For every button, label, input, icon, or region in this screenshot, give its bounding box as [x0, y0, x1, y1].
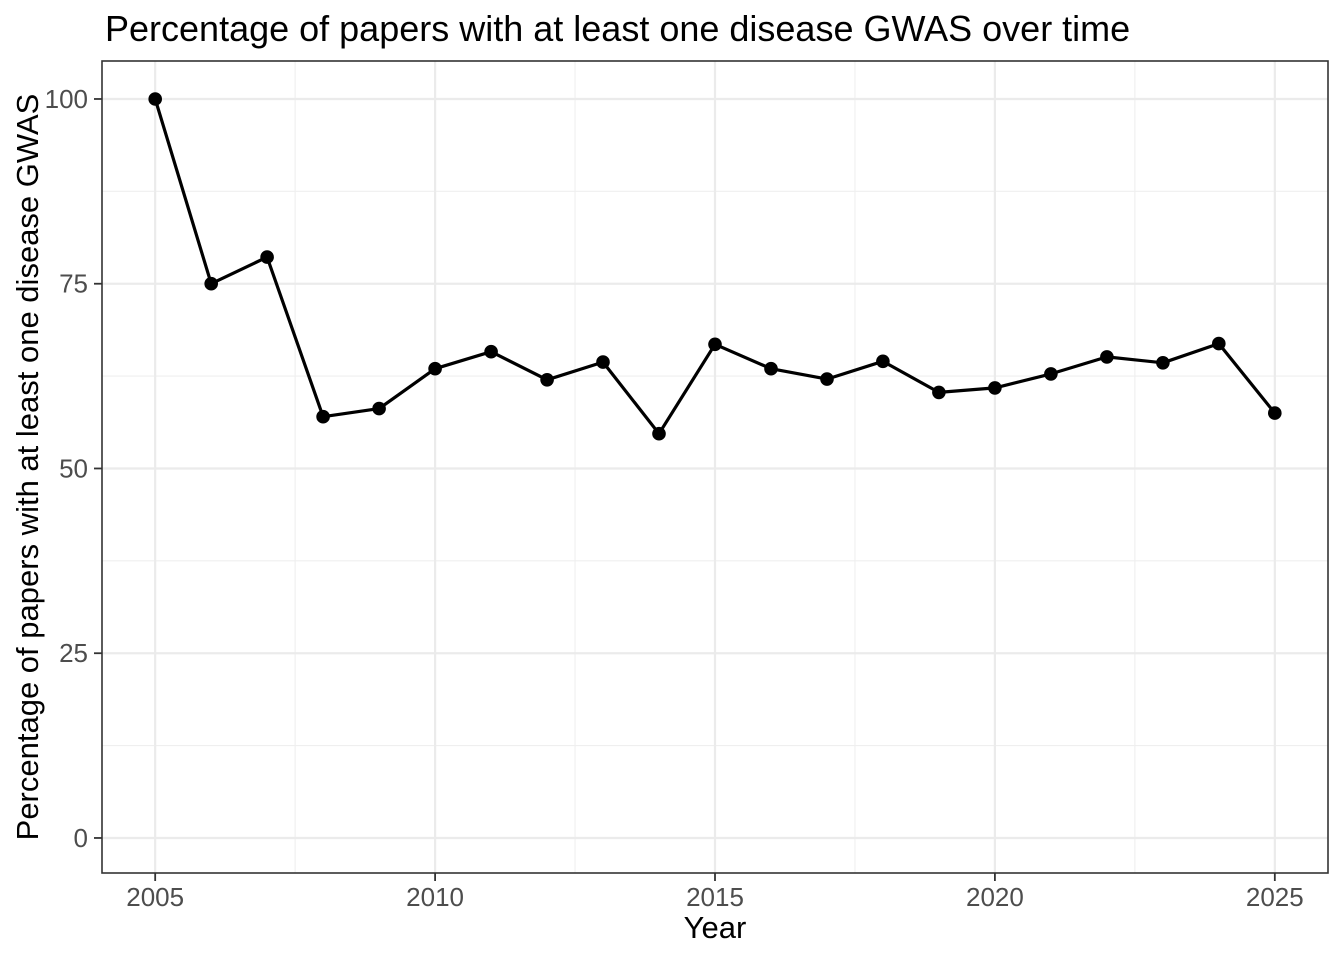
data-point	[932, 385, 946, 400]
data-point	[316, 409, 330, 424]
y-tick-label: 75	[59, 269, 88, 299]
data-point	[148, 92, 162, 106]
x-axis-tick-labels: 2005 2010 2015 2020 2025	[126, 882, 1303, 912]
y-axis-tick-labels: 0 25 50 75 100	[45, 84, 88, 853]
data-point	[484, 344, 498, 359]
data-point	[596, 355, 610, 369]
y-tick-label: 0	[74, 823, 88, 853]
data-point	[372, 401, 386, 416]
data-point	[204, 276, 218, 291]
x-tick-label: 2010	[406, 882, 464, 912]
gridlines-major	[102, 61, 1328, 873]
series-points	[148, 92, 1282, 441]
data-point	[1268, 406, 1282, 420]
x-tick-label: 2025	[1246, 882, 1304, 912]
data-point	[1100, 350, 1114, 364]
data-point	[1156, 356, 1170, 370]
data-point	[708, 337, 722, 352]
chart-title: Percentage of papers with at least one d…	[105, 8, 1130, 49]
data-point	[764, 361, 778, 376]
series	[148, 92, 1282, 441]
data-point	[988, 381, 1002, 395]
data-point	[540, 373, 554, 387]
x-axis-title: Year	[684, 910, 747, 945]
data-point	[652, 426, 666, 441]
axis-ticks	[94, 98, 1276, 881]
y-tick-label: 50	[59, 453, 88, 483]
panel-border	[101, 60, 1329, 874]
data-point	[1044, 367, 1058, 381]
x-tick-label: 2020	[966, 882, 1024, 912]
y-axis-title: Percentage of papers with at least one d…	[10, 94, 45, 841]
data-point	[428, 361, 442, 376]
data-point	[260, 250, 274, 264]
y-tick-label: 100	[45, 84, 88, 114]
data-point	[1212, 336, 1226, 351]
y-tick-label: 25	[59, 638, 88, 668]
data-point	[820, 372, 834, 386]
data-point	[876, 354, 890, 369]
x-tick-label: 2005	[126, 882, 184, 912]
x-tick-label: 2015	[686, 882, 744, 912]
